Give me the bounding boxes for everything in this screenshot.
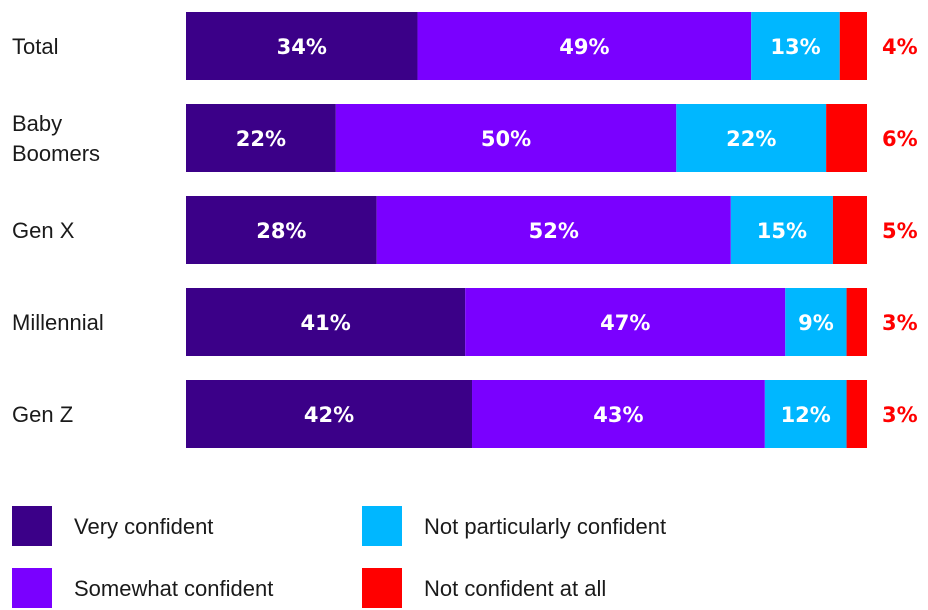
legend-label: Not confident at all	[424, 576, 606, 601]
bar-segment	[832, 196, 867, 264]
bar-segment	[839, 12, 867, 80]
category-label: Gen X	[12, 218, 75, 243]
category-label: Millennial	[12, 310, 104, 335]
legend-swatch	[12, 506, 52, 546]
data-label: 15%	[757, 219, 807, 243]
bar-segment	[186, 12, 418, 80]
bar-segment	[846, 288, 867, 356]
category-label: Total	[12, 34, 58, 59]
data-label: 47%	[600, 311, 650, 335]
data-label-outside: 4%	[882, 35, 918, 59]
data-label: 22%	[236, 127, 286, 151]
bar-segment	[764, 380, 847, 448]
data-label-outside: 6%	[882, 127, 918, 151]
legend-swatch	[362, 506, 402, 546]
legend: Very confident Somewhat confident Not part…	[12, 506, 666, 608]
data-label: 43%	[593, 403, 643, 427]
bars-layer	[186, 12, 867, 448]
category-label: Boomers	[12, 141, 100, 166]
data-label: 50%	[481, 127, 531, 151]
bar-segment	[730, 196, 833, 264]
legend-label: Somewhat confident	[74, 576, 273, 601]
legend-swatch	[362, 568, 402, 608]
bar-segment	[751, 12, 840, 80]
bar-segment	[785, 288, 847, 356]
bar-segment	[846, 380, 867, 448]
data-label-outside: 5%	[882, 219, 918, 243]
data-label: 22%	[726, 127, 776, 151]
legend-swatch	[12, 568, 52, 608]
data-label: 34%	[277, 35, 327, 59]
legend-label: Not particularly confident	[424, 514, 666, 539]
data-label: 41%	[300, 311, 350, 335]
legend-label: Very confident	[74, 514, 213, 539]
category-label: Baby	[12, 111, 62, 136]
data-label: 42%	[304, 403, 354, 427]
data-label-outside: 3%	[882, 403, 918, 427]
bar-segment	[376, 196, 731, 264]
data-label: 52%	[529, 219, 579, 243]
data-label: 13%	[770, 35, 820, 59]
category-label: Gen Z	[12, 402, 73, 427]
bar-segment	[465, 288, 786, 356]
data-label: 28%	[256, 219, 306, 243]
bar-segment	[335, 104, 677, 172]
data-label: 9%	[798, 311, 834, 335]
bar-segment	[676, 104, 827, 172]
bar-segment	[826, 104, 867, 172]
bar-segment	[186, 288, 466, 356]
labels-layer: 34% 49% 13% 4% Total 22% 50% 22% 6% Baby Boomers 28…	[12, 34, 918, 427]
bar-segment	[417, 12, 752, 80]
bar-segment	[472, 380, 765, 448]
bar-segment	[186, 380, 473, 448]
bar-segment	[186, 104, 336, 172]
data-label: 12%	[781, 403, 831, 427]
bar-segment	[186, 196, 377, 264]
data-label-outside: 3%	[882, 311, 918, 335]
data-label: 49%	[559, 35, 609, 59]
